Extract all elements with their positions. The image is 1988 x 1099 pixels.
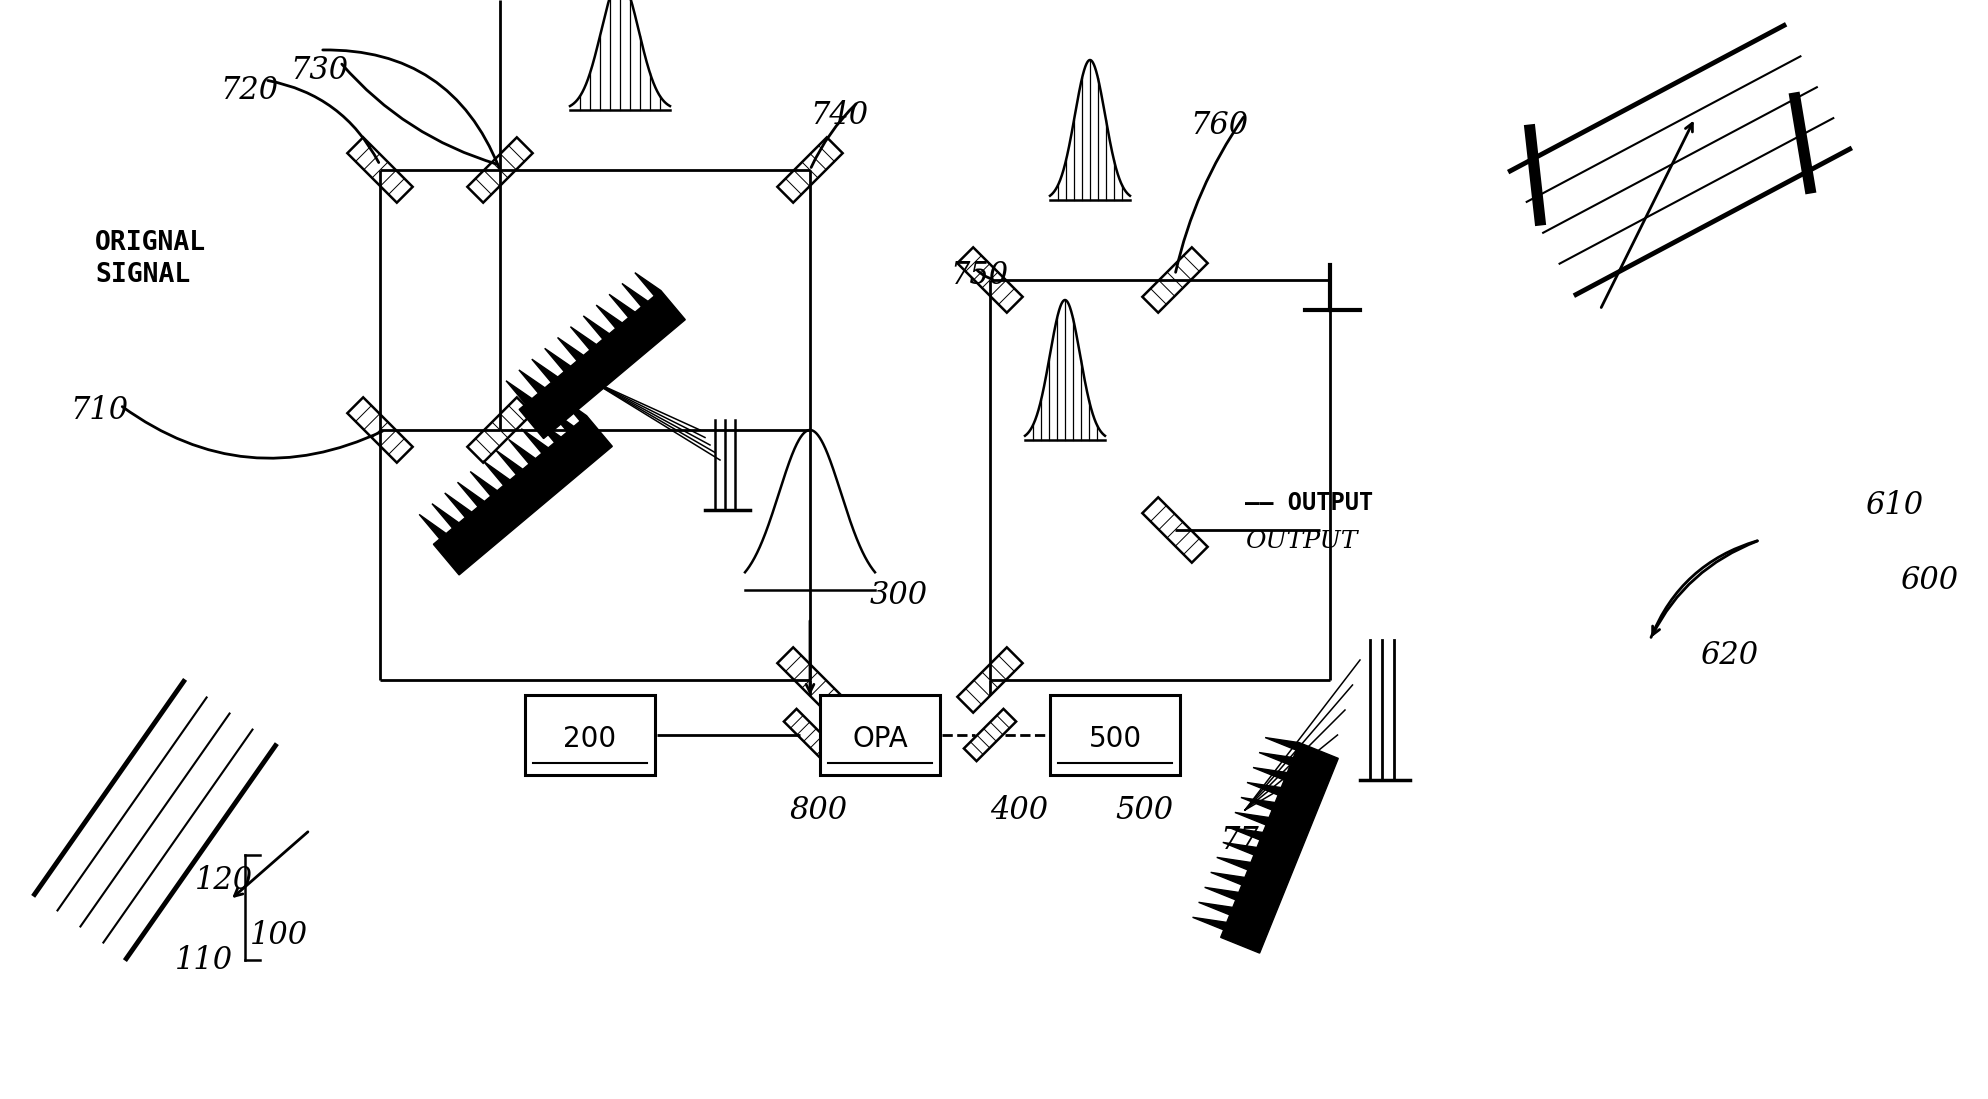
Text: 110: 110 (175, 945, 233, 976)
Text: 740: 740 (809, 100, 869, 131)
Text: 750: 750 (950, 260, 1008, 291)
Text: 500: 500 (1089, 725, 1141, 753)
FancyBboxPatch shape (1050, 695, 1181, 775)
Text: 600: 600 (1901, 565, 1958, 596)
Text: 710: 710 (70, 395, 127, 426)
Text: 120: 120 (195, 865, 252, 896)
Text: 770: 770 (1221, 825, 1278, 856)
Text: 800: 800 (789, 795, 849, 826)
FancyBboxPatch shape (819, 695, 940, 775)
Text: 730: 730 (290, 55, 348, 86)
Text: 620: 620 (1700, 640, 1757, 671)
Text: ORIGNAL
SIGNAL: ORIGNAL SIGNAL (95, 230, 207, 288)
Polygon shape (507, 273, 686, 439)
Text: —— OUTPUT: —— OUTPUT (1244, 491, 1374, 515)
Text: 100: 100 (250, 920, 308, 951)
Text: 720: 720 (221, 75, 278, 106)
Text: 500: 500 (1115, 795, 1173, 826)
FancyBboxPatch shape (525, 695, 654, 775)
Text: 610: 610 (1865, 490, 1922, 521)
Polygon shape (1193, 737, 1338, 953)
Text: 760: 760 (1191, 110, 1248, 141)
Polygon shape (419, 397, 612, 575)
Text: 200: 200 (563, 725, 616, 753)
Text: 400: 400 (990, 795, 1048, 826)
Text: OUTPUT: OUTPUT (1244, 530, 1358, 553)
Text: OPA: OPA (853, 725, 909, 753)
Text: 300: 300 (871, 580, 928, 611)
